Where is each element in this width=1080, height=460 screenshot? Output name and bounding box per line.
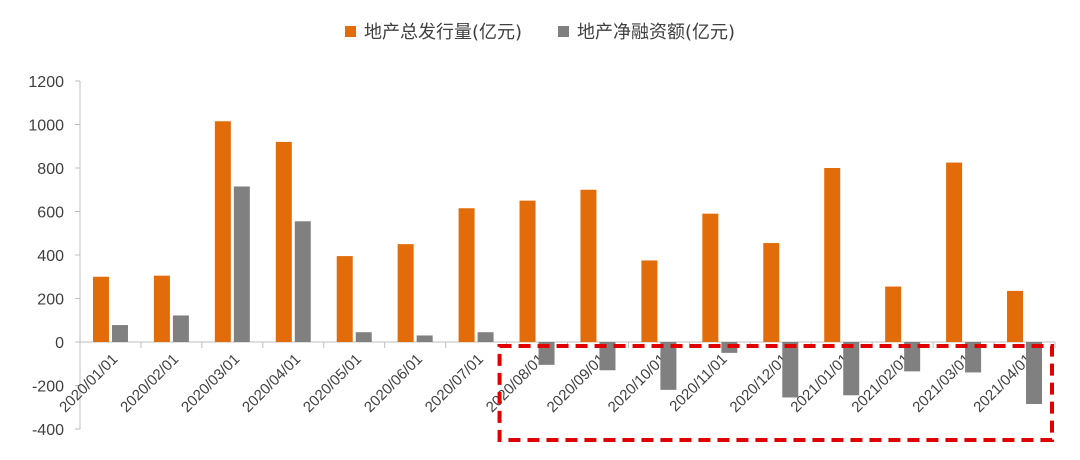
- legend-swatch-gray: [558, 25, 569, 37]
- x-tick-label: 2020/01/01: [56, 351, 121, 416]
- bar-net-financing: [965, 342, 982, 373]
- bar-total-issuance: [397, 244, 414, 342]
- y-tick-label: -400: [32, 422, 64, 439]
- bar-total-issuance: [641, 260, 658, 342]
- bar-net-financing: [355, 332, 372, 342]
- y-tick-label: 400: [37, 248, 64, 265]
- bar-total-issuance: [214, 121, 231, 342]
- bar-net-financing: [416, 335, 433, 342]
- y-tick-label: 200: [37, 292, 64, 309]
- y-axis: -400 -200 0 200 400 600 800 1000 1200: [28, 74, 81, 439]
- x-tick-label: 2020/02/01: [117, 351, 182, 416]
- x-tick-label: 2020/06/01: [361, 351, 426, 416]
- highlight-box: [497, 344, 1054, 442]
- legend-item-total-issuance: 地产总发行量(亿元): [344, 18, 522, 44]
- x-tick-label: 2020/07/01: [422, 351, 487, 416]
- bar-net-financing: [660, 342, 677, 390]
- bar-total-issuance: [92, 276, 109, 342]
- bar-net-financing: [782, 342, 799, 398]
- y-tick-label: 1000: [28, 118, 64, 135]
- x-tick-label: 2020/04/01: [239, 351, 304, 416]
- bar-net-financing: [1026, 342, 1043, 404]
- bar-total-issuance: [336, 256, 353, 342]
- bar-total-issuance: [946, 162, 963, 342]
- bar-net-financing: [233, 186, 250, 342]
- x-tick-label: 2020/03/01: [178, 351, 243, 416]
- bar-total-issuance: [458, 208, 475, 342]
- bar-net-financing: [843, 342, 860, 396]
- legend: 地产总发行量(亿元) 地产净融资额(亿元): [0, 18, 1080, 44]
- legend-item-net-financing: 地产净融资额(亿元): [558, 18, 735, 44]
- bar-net-financing: [172, 315, 189, 342]
- legend-label-net-financing: 地产净融资额(亿元): [577, 22, 736, 43]
- bar-net-financing: [904, 342, 921, 372]
- legend-swatch-orange: [344, 25, 356, 37]
- legend-label-total-issuance: 地产总发行量(亿元): [363, 22, 522, 43]
- bar-total-issuance: [763, 243, 780, 342]
- bar-total-issuance: [580, 189, 597, 342]
- y-tick-label: 800: [37, 161, 64, 178]
- bar-net-financing: [599, 342, 616, 371]
- bar-total-issuance: [824, 168, 841, 342]
- bar-net-financing: [294, 221, 311, 342]
- y-tick-label: 1200: [28, 74, 64, 91]
- bar-total-issuance: [153, 275, 170, 342]
- x-tick-label: 2020/05/01: [300, 351, 365, 416]
- y-tick-label: 600: [37, 205, 64, 222]
- bar-total-issuance: [885, 286, 902, 342]
- bar-total-issuance: [275, 141, 292, 342]
- y-tick-label: -200: [32, 379, 64, 396]
- bar-net-financing: [477, 332, 494, 342]
- bar-total-issuance: [702, 213, 719, 342]
- bar-total-issuance: [1007, 290, 1024, 342]
- highlight-dashed-box: [497, 344, 1054, 442]
- x-tick-label: 2020/12/01: [727, 351, 792, 416]
- y-tick-label: 0: [55, 335, 64, 352]
- bar-total-issuance: [519, 200, 536, 342]
- bar-net-financing: [111, 325, 128, 342]
- x-tick-label: 2020/08/01: [483, 351, 548, 416]
